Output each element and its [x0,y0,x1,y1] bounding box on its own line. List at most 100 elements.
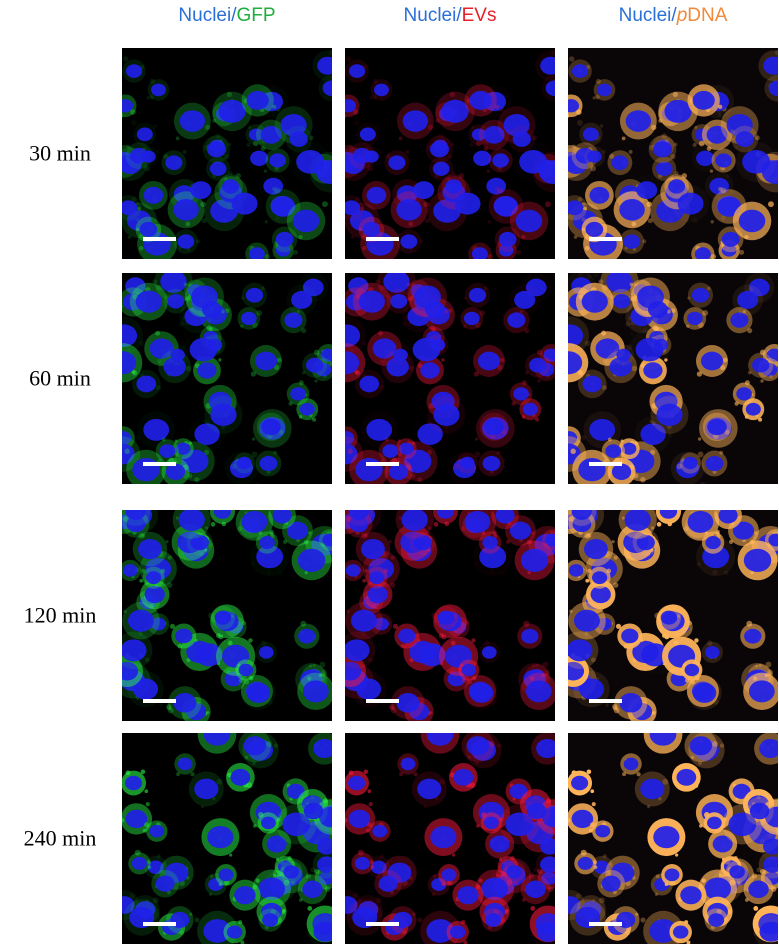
speck [754,531,758,535]
row-label: 60 min [29,366,91,391]
speck [747,328,753,334]
nucleus [209,161,227,176]
speck [767,833,774,839]
speck [647,218,653,224]
speck [230,463,237,470]
nucleus [364,150,379,163]
speck [719,743,725,748]
speck [453,463,460,470]
nucleus [398,442,414,455]
nucleus [175,628,193,644]
nucleus [131,856,147,870]
speck [379,854,384,859]
speck [758,663,762,667]
speck [218,634,224,640]
speck [141,274,146,279]
nucleus [726,113,753,137]
nucleus [261,816,276,830]
speck [266,570,271,575]
speck [129,893,135,899]
speck [452,853,456,857]
speck [304,570,308,575]
nucleus [653,825,680,849]
speck [527,570,531,575]
nucleus [370,860,387,874]
speck [199,552,205,557]
nucleus [356,678,382,700]
row-label: 240 min [24,826,97,851]
speck [337,529,342,534]
nucleus [514,290,536,309]
speck [293,311,297,315]
nucleus [290,387,306,401]
nucleus [694,247,711,259]
speck [405,149,410,154]
speck [201,218,207,224]
speck [756,795,761,800]
speck [147,860,151,864]
speck [624,246,628,250]
speck [423,805,428,809]
speck [350,235,355,239]
speck [568,113,570,119]
nucleus [302,278,324,297]
speck [720,364,726,371]
speck [300,620,307,627]
speck [274,215,280,221]
speck [246,218,252,224]
speck [486,169,491,173]
speck [379,284,386,291]
nucleus [160,273,187,293]
nucleus [179,110,206,132]
speck [375,897,382,904]
header-part: DNA [687,5,727,26]
speck [145,802,150,807]
speck [738,310,743,315]
speck [364,533,369,538]
scale-bar [589,699,622,703]
speck [251,437,256,441]
speck [595,78,601,84]
speck [138,246,144,251]
speck [155,385,162,391]
speck [487,220,491,224]
speck [628,353,633,358]
nucleus [430,825,457,849]
nucleus [234,886,256,905]
speck [339,664,342,667]
nucleus [139,221,158,237]
speck [307,930,313,937]
nucleus [481,877,508,901]
speck [558,340,564,346]
speck [513,881,518,886]
speck [523,620,530,627]
speck [719,510,723,511]
speck [508,137,512,141]
speck [339,431,344,436]
nucleus [689,736,713,756]
speck [424,218,430,224]
nucleus [241,510,268,533]
speck [460,526,466,532]
speck [109,901,114,906]
speck [156,854,161,859]
speck [519,797,525,803]
speck [716,908,722,915]
speck [122,113,124,119]
header-part: Nuclei/ [619,5,678,26]
speck [176,362,179,365]
speck [365,828,370,833]
speck [185,365,192,372]
speck [150,677,154,681]
speck [744,415,749,419]
speck [615,623,622,629]
speck [453,614,458,619]
speck [231,727,236,732]
speck [599,124,604,128]
speck [598,279,604,285]
speck [162,862,166,866]
speck [146,486,149,489]
speck [363,485,369,491]
speck [590,657,596,663]
speck [717,186,723,192]
